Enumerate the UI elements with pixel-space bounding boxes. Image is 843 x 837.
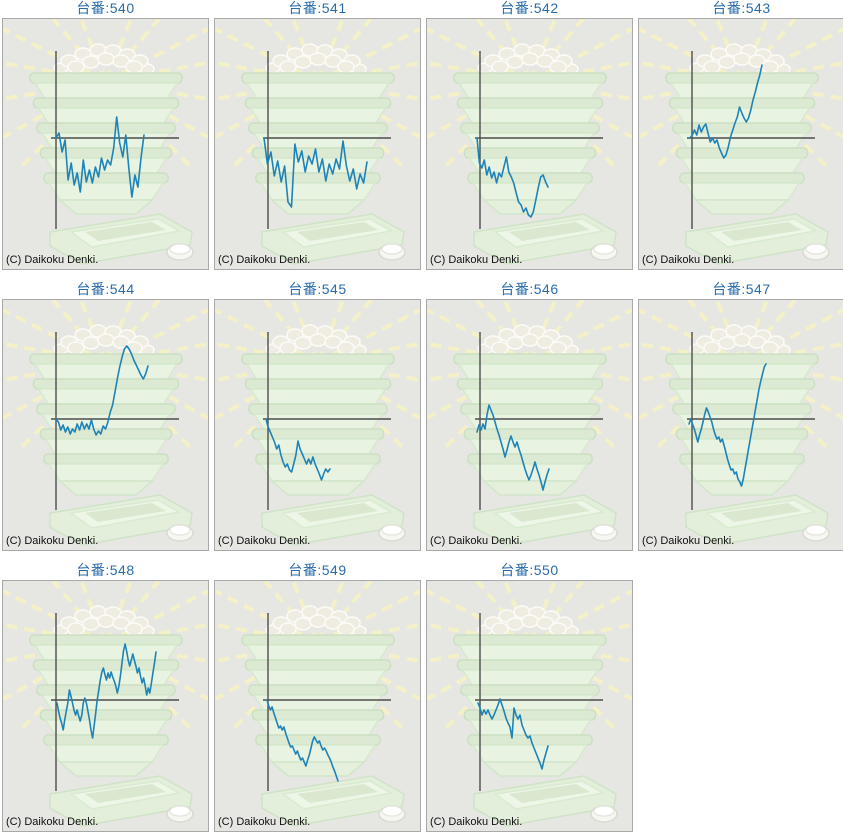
machine-panel: (C) Daikoku Denki. [2,580,209,832]
machine-title: 台番:549 [288,562,347,578]
copyright-text: (C) Daikoku Denki. [642,535,735,547]
copyright-text: (C) Daikoku Denki. [430,535,523,547]
machine-panel: (C) Daikoku Denki. [638,18,843,270]
machine-title: 台番:543 [712,0,771,16]
copyright-text: (C) Daikoku Denki. [218,816,311,828]
slump-graph [687,51,815,229]
machine-cell[interactable]: 台番:547 (C) Daikoku Denki. [638,281,843,551]
machine-panel: (C) Daikoku Denki. [426,299,633,551]
machine-title: 台番:544 [76,281,135,297]
copyright-text: (C) Daikoku Denki. [6,254,99,266]
machine-panel: (C) Daikoku Denki. [214,299,421,551]
slump-graph [263,51,391,229]
machine-title: 台番:542 [500,0,559,16]
machine-cell[interactable]: 台番:541 (C) Daikoku Denki. [214,0,421,270]
machine-title: 台番:550 [500,562,559,578]
copyright-text: (C) Daikoku Denki. [430,816,523,828]
slump-graph [51,332,179,510]
slump-graph [263,332,391,510]
machine-cell[interactable]: 台番:549 (C) Daikoku Denki. [214,562,421,832]
copyright-text: (C) Daikoku Denki. [642,254,735,266]
machine-panel: (C) Daikoku Denki. [426,18,633,270]
copyright-text: (C) Daikoku Denki. [430,254,523,266]
machine-panel: (C) Daikoku Denki. [638,299,843,551]
slump-graph [475,51,603,229]
machine-panel: (C) Daikoku Denki. [2,18,209,270]
machine-title: 台番:540 [76,0,135,16]
machine-cell[interactable]: 台番:542 (C) Daikoku Denki. [426,0,633,270]
slump-graph [475,332,603,510]
machine-cell[interactable]: 台番:543 (C) Daikoku Denki. [638,0,843,270]
copyright-text: (C) Daikoku Denki. [218,535,311,547]
copyright-text: (C) Daikoku Denki. [6,816,99,828]
machine-cell[interactable]: 台番:544 (C) Daikoku Denki. [2,281,209,551]
slump-graph [51,51,179,229]
machine-panel: (C) Daikoku Denki. [214,18,421,270]
machine-cell[interactable]: 台番:548 (C) Daikoku Denki. [2,562,209,832]
machine-title: 台番:546 [500,281,559,297]
machine-panel: (C) Daikoku Denki. [214,580,421,832]
slump-graph [263,613,391,791]
machine-title: 台番:541 [288,0,347,16]
copyright-text: (C) Daikoku Denki. [218,254,311,266]
machine-title: 台番:548 [76,562,135,578]
slump-graph [475,613,603,791]
machine-cell[interactable]: 台番:550 (C) Daikoku Denki. [426,562,633,832]
machine-panel: (C) Daikoku Denki. [2,299,209,551]
machine-cell[interactable]: 台番:540 (C) Daikoku Denki. [2,0,209,270]
machine-panel: (C) Daikoku Denki. [426,580,633,832]
machine-cell[interactable]: 台番:545 (C) Daikoku Denki. [214,281,421,551]
machine-title: 台番:547 [712,281,771,297]
machine-cell[interactable]: 台番:546 (C) Daikoku Denki. [426,281,633,551]
copyright-text: (C) Daikoku Denki. [6,535,99,547]
slump-graph [687,332,815,510]
slump-graph [51,613,179,791]
machine-title: 台番:545 [288,281,347,297]
